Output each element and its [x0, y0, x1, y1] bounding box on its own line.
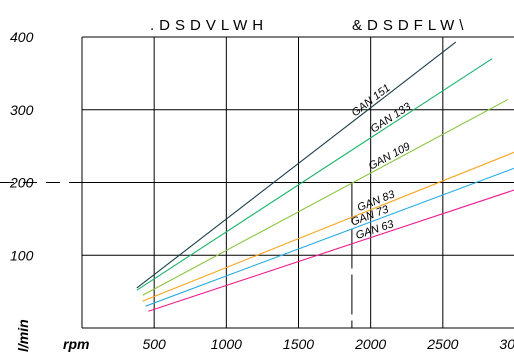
series-line [142, 151, 514, 302]
x-tick-label: 2000 [354, 336, 386, 352]
grid [81, 36, 514, 329]
x-tick-label: 1500 [283, 336, 314, 352]
series-label: GAN 133 [369, 100, 414, 135]
y-tick-label: 200 [9, 175, 34, 191]
series-line [145, 167, 514, 307]
series-label: GAN 109 [367, 141, 413, 173]
y-tick-label: 100 [10, 247, 34, 263]
x-tick-labels: 500 1000 1500 2000 2500 3000 [142, 336, 514, 352]
series-lines [136, 41, 514, 312]
reference-lines [0, 182, 353, 328]
y-tick-label: 400 [10, 29, 34, 45]
series-line [136, 58, 493, 291]
x-tick-label: 3000 [499, 336, 514, 352]
x-axis-label: rpm [63, 336, 89, 352]
chart-title-left: .DSDVLWH [150, 17, 268, 34]
chart-title-right: &DSDFLW\ [352, 17, 468, 34]
y-tick-label: 300 [10, 102, 34, 118]
x-tick-label: 2500 [426, 336, 458, 352]
y-axis-label: l/min [15, 319, 31, 352]
x-tick-label: 1000 [211, 336, 242, 352]
series-line [136, 41, 457, 289]
y-tick-labels: 100 200 300 400 [9, 29, 34, 263]
x-tick-label: 500 [142, 336, 166, 352]
series-line [142, 99, 509, 296]
series-line [148, 189, 514, 312]
